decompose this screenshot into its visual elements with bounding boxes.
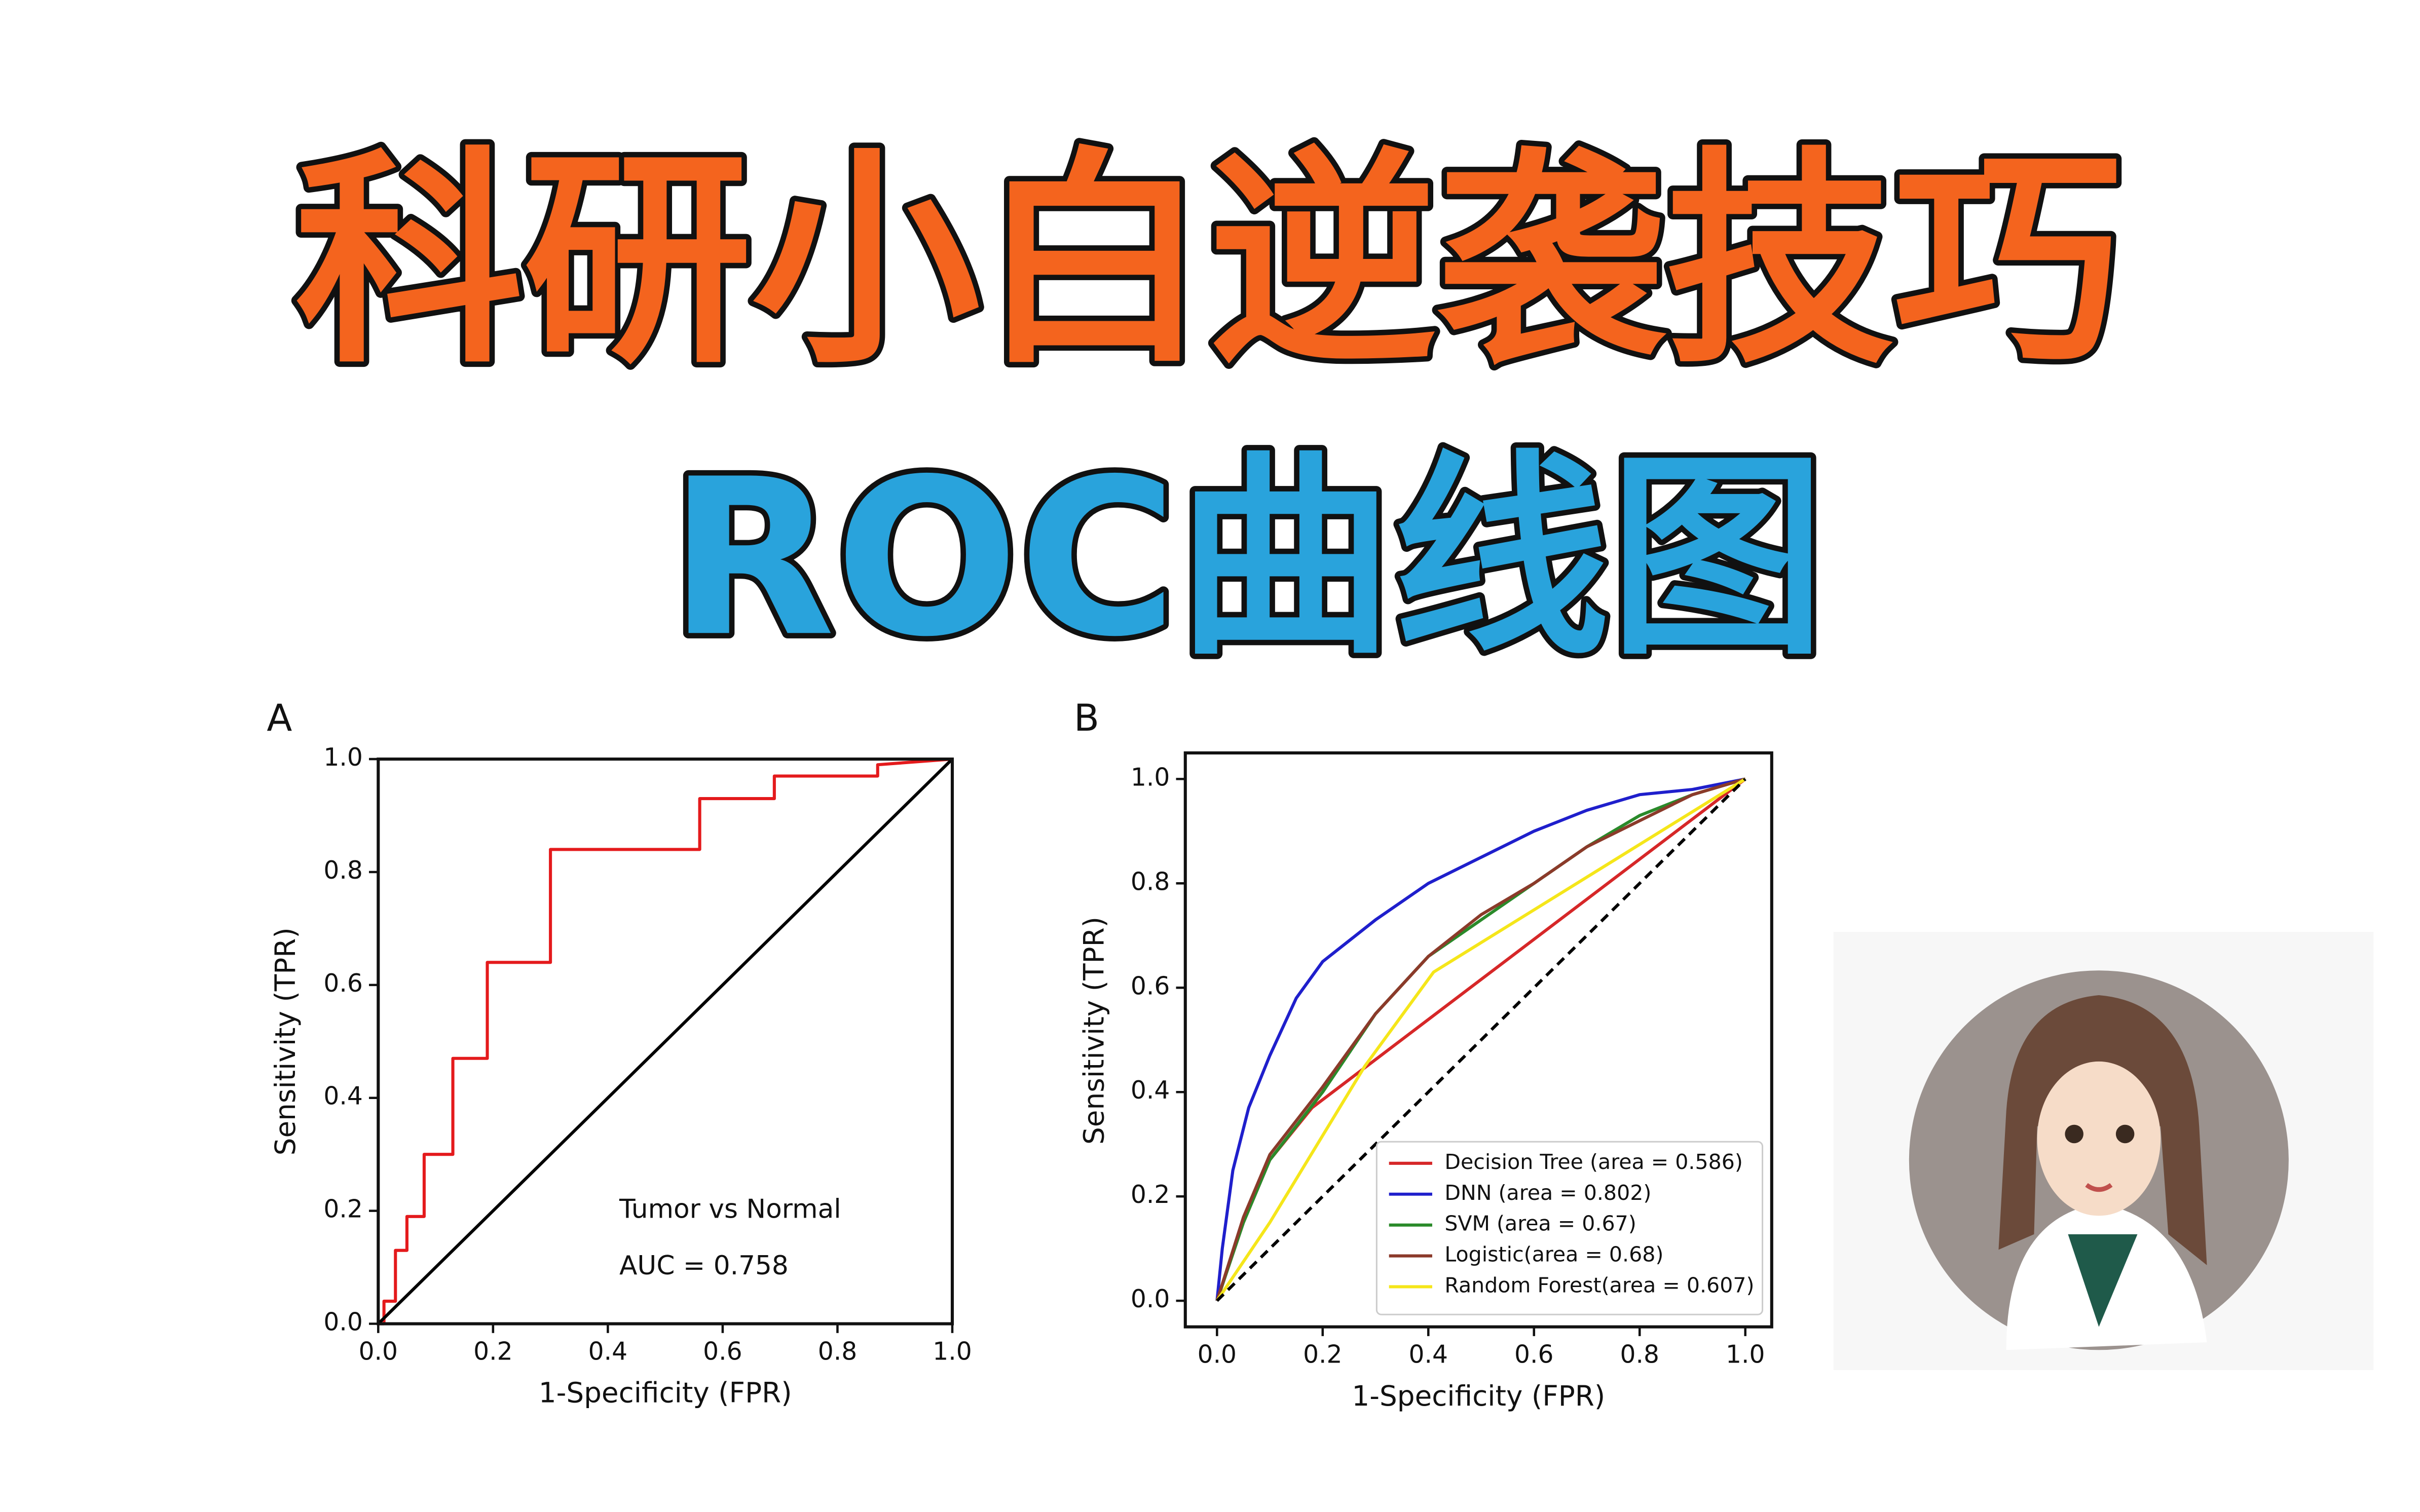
chart: B 0.0 0.2 0.4 0.6 0.8 1.0 0.0 0.2 0.4 0.6 0.8 1.0 1-S… <box>1074 697 1773 1412</box>
y-tick-label: 0.0 <box>323 1308 362 1337</box>
y-axis-label: Sensitivity (TPR) <box>269 927 302 1155</box>
x-tick-label: 0.6 <box>703 1337 742 1366</box>
legend-label: Decision Tree (area = 0.586) <box>1444 1150 1743 1174</box>
plot-frame <box>377 758 954 1326</box>
y-tick-label: 0.2 <box>1131 1181 1170 1209</box>
chart: A 0.0 0.2 0.4 0.6 0.8 1.0 0.0 0.2 0.4 0.6 0.8 1.0 1-S… <box>267 697 972 1409</box>
roc-line <box>1215 777 1746 1301</box>
x-axis-label: 1-Specificity (FPR) <box>1352 1380 1605 1412</box>
main-title: 科研小白逆袭技巧 <box>295 129 2122 394</box>
roc-line <box>378 758 953 1326</box>
avatar-eye <box>2065 1124 2083 1144</box>
x-tick-label: 0.6 <box>1514 1340 1553 1369</box>
y-tick-label: 1.0 <box>323 743 362 772</box>
legend-box <box>1375 1141 1764 1315</box>
plot-frame <box>1183 751 1773 1329</box>
legend-label: DNN (area = 0.802) <box>1444 1181 1651 1205</box>
x-tick-label: 0.0 <box>1198 1340 1237 1369</box>
y-tick-label: 0.6 <box>323 969 362 998</box>
x-tick-label: 0.4 <box>1409 1340 1448 1369</box>
x-tick-label: 0.8 <box>818 1337 857 1366</box>
legend-label: Logistic(area = 0.68) <box>1444 1242 1663 1267</box>
panel-label: A <box>267 697 292 740</box>
avatar-mouth <box>2085 1183 2113 1192</box>
x-tick-label: 0.4 <box>588 1337 627 1366</box>
y-tick-label: 0.0 <box>1131 1285 1170 1313</box>
annotation: Tumor vs Normal <box>619 1194 841 1225</box>
x-tick-label: 0.8 <box>1620 1340 1659 1369</box>
roc-line <box>1215 777 1746 1302</box>
legend-label: Random Forest(area = 0.607) <box>1444 1273 1754 1297</box>
x-tick-label: 0.2 <box>473 1337 512 1366</box>
x-axis-label: 1-Specificity (FPR) <box>539 1377 792 1409</box>
y-tick-label: 0.4 <box>323 1082 362 1111</box>
roc-line <box>1215 777 1746 1302</box>
y-tick-label: 0.4 <box>1131 1076 1170 1105</box>
x-tick-label: 1.0 <box>933 1337 972 1366</box>
panel-label: B <box>1074 697 1099 740</box>
avatar-shirt <box>2068 1234 2138 1327</box>
y-tick-label: 0.2 <box>323 1195 362 1224</box>
y-tick-label: 0.6 <box>1131 972 1170 1000</box>
subtitle: ROC曲线图 <box>668 432 1825 684</box>
avatar-eye <box>2115 1124 2135 1144</box>
x-tick-label: 0.0 <box>359 1337 398 1366</box>
roc-line <box>1216 778 1746 1302</box>
avatar-hair <box>1998 995 2207 1265</box>
x-tick-label: 1.0 <box>1726 1340 1765 1369</box>
avatar-face <box>2037 1061 2161 1216</box>
annotation: AUC = 0.758 <box>619 1251 789 1281</box>
y-axis-label: Sensitivity (TPR) <box>1077 917 1110 1145</box>
roc-line <box>377 758 954 1325</box>
y-tick-label: 1.0 <box>1131 763 1170 791</box>
roc-line <box>1215 777 1746 1302</box>
avatar <box>1833 932 2374 1370</box>
y-tick-label: 0.8 <box>323 856 362 885</box>
x-tick-label: 0.2 <box>1303 1340 1342 1369</box>
legend-label: SVM (area = 0.67) <box>1444 1212 1636 1236</box>
y-tick-label: 0.8 <box>1131 867 1170 896</box>
